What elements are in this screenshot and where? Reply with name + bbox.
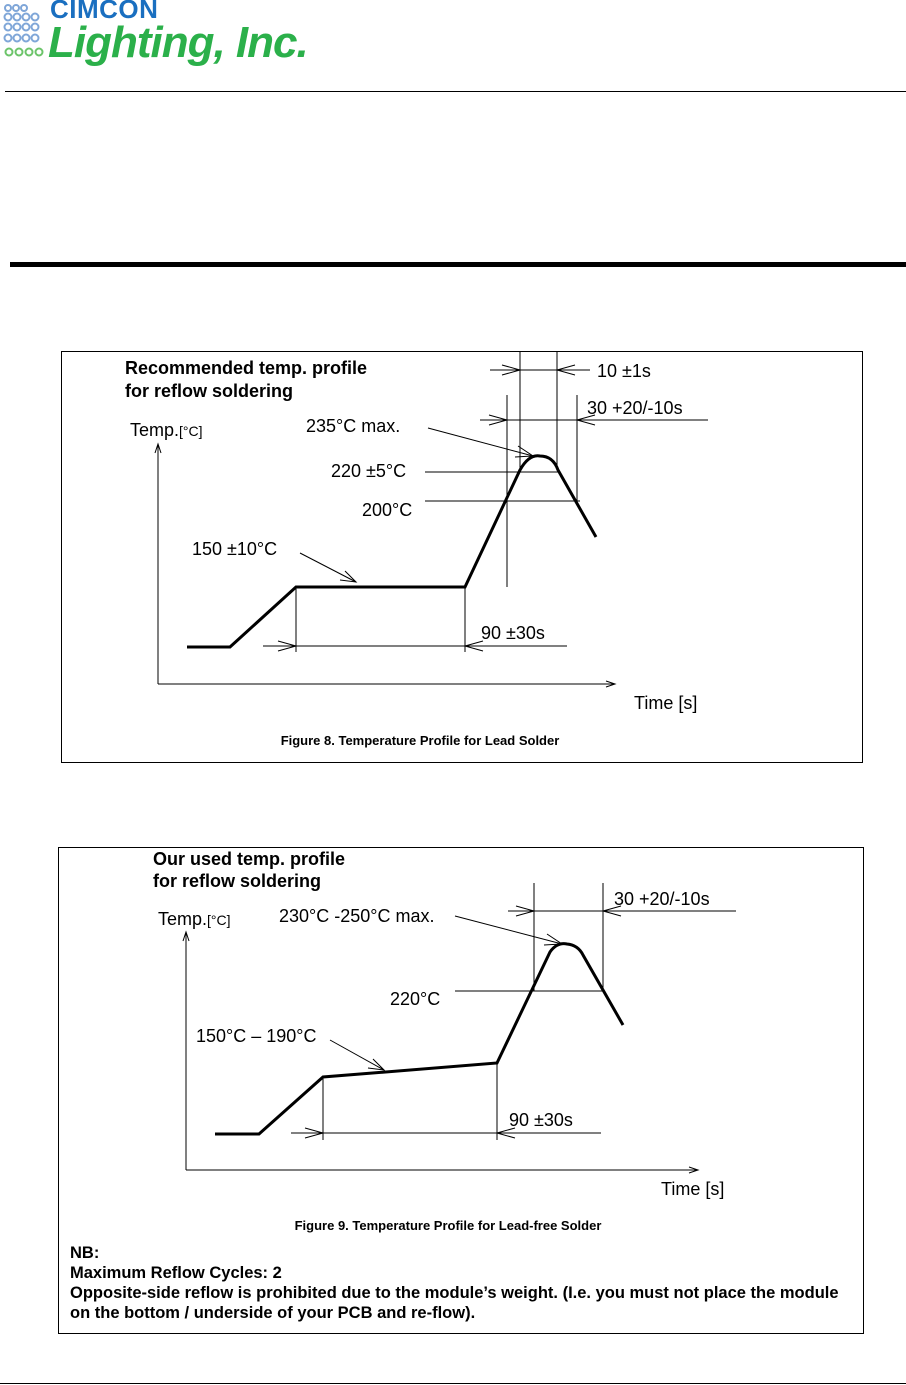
figure-9: Our used temp. profile for reflow solder… [58, 847, 864, 1334]
notes-heading: NB: [70, 1244, 100, 1262]
figure-8-peak-label: 235°C max. [306, 416, 400, 436]
figure-8-peak-time-label: 10 ±1s [597, 361, 651, 381]
figure-8-caption: Figure 8. Temperature Profile for Lead S… [281, 733, 560, 748]
figure-9-title-line2: for reflow soldering [153, 871, 321, 891]
header-divider [5, 91, 906, 92]
figure-8-above-200-time-label: 30 +20/-10s [587, 398, 683, 418]
figure-8-axes [154, 442, 617, 688]
figure-8-preheat-time-label: 90 ±30s [481, 623, 545, 643]
figure-8-preheat-label: 150 ±10°C [192, 539, 277, 559]
figure-8: Recommended temp. profile for reflow sol… [61, 351, 863, 763]
figure-9-caption: Figure 9. Temperature Profile for Lead-f… [295, 1218, 602, 1233]
figure-9-preheat-time-label: 90 ±30s [509, 1110, 573, 1130]
figure-9-preheat-label: 150°C – 190°C [196, 1026, 316, 1046]
figure-9-above-220-time-label: 30 +20/-10s [614, 889, 710, 909]
figure-8-title-line1: Recommended temp. profile [125, 358, 367, 378]
figure-9-title-line1: Our used temp. profile [153, 849, 345, 869]
logo-text-lighting: Lighting, Inc. [48, 18, 309, 67]
figure-8-220-label: 220 ±5°C [331, 461, 406, 481]
figure-9-x-axis-label: Time [s] [661, 1179, 724, 1199]
footer-divider [0, 1383, 906, 1384]
figure-9-dimension-lines [291, 883, 736, 1140]
company-logo: CIMCON Lighting, Inc. [0, 0, 310, 80]
figure-8-x-axis-label: Time [s] [634, 693, 697, 713]
figure-9-peak-label: 230°C -250°C max. [279, 906, 434, 926]
section-divider [10, 262, 906, 267]
logo-text-cimcon: CIMCON [50, 0, 159, 24]
figure-8-y-axis-label: Temp.[°C] [130, 420, 203, 440]
figure-9-y-axis-label: Temp.[°C] [158, 909, 231, 929]
logo-dots-icon [3, 4, 44, 57]
figure-9-axes [182, 930, 700, 1174]
figure-9-frame [58, 847, 864, 1334]
notes-max-cycles: Maximum Reflow Cycles: 2 [70, 1264, 282, 1282]
figure-9-220-label: 220°C [390, 989, 440, 1009]
figure-8-200-label: 200°C [362, 500, 412, 520]
figure-8-title-line2: for reflow soldering [125, 381, 293, 401]
figure-8-frame [61, 351, 863, 763]
figure-9-profile-curve [215, 942, 625, 1136]
notes-warning: Opposite-side reflow is prohibited due t… [70, 1284, 839, 1322]
figure-8-dimension-lines [263, 352, 708, 652]
